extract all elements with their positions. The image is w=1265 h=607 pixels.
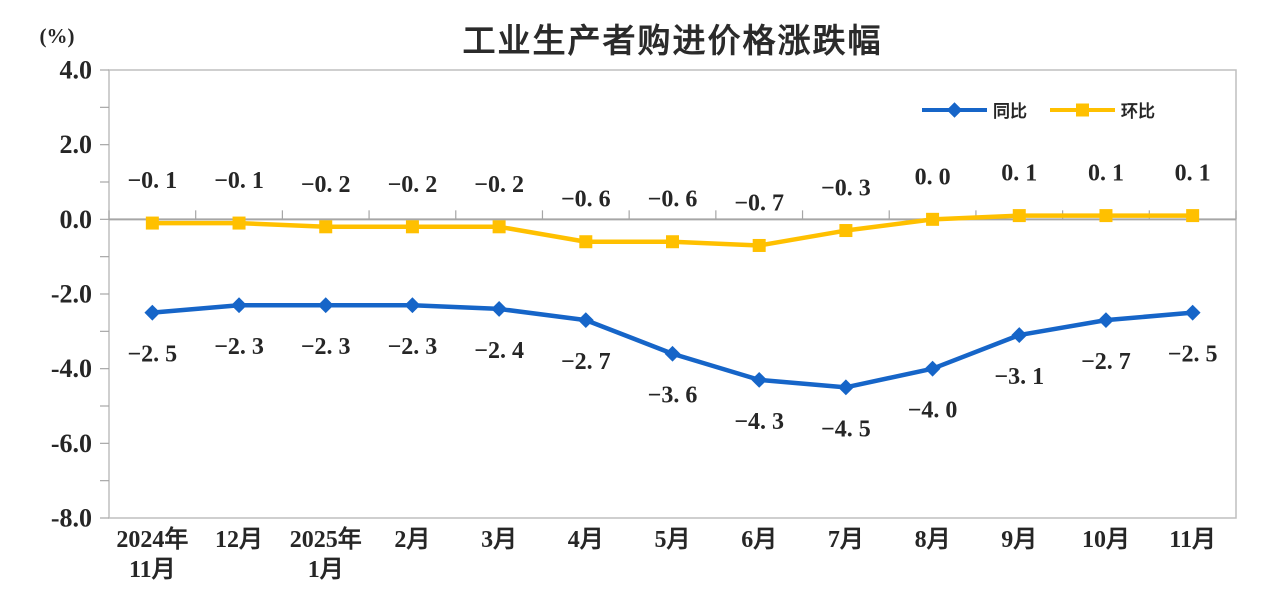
chart-legend: 同比 环比 bbox=[921, 97, 1155, 122]
x-axis-category-label: 6月 bbox=[741, 527, 777, 553]
data-label-环比: −0. 6 bbox=[648, 187, 698, 213]
marker-diamond-同比 bbox=[1011, 327, 1028, 343]
marker-square-环比 bbox=[1012, 209, 1026, 223]
data-label-同比: −2. 3 bbox=[214, 334, 264, 360]
data-label-环比: 0. 1 bbox=[1001, 161, 1037, 187]
legend-label-tongbi: 同比 bbox=[993, 102, 1027, 121]
marker-diamond-同比 bbox=[1184, 304, 1201, 321]
marker-diamond-同比 bbox=[1098, 312, 1114, 329]
data-label-环比: −0. 2 bbox=[301, 172, 351, 198]
marker-square-环比 bbox=[839, 224, 853, 238]
legend-label-huanbi: 环比 bbox=[1121, 102, 1155, 121]
marker-square-环比 bbox=[1099, 209, 1113, 223]
data-label-环比: −0. 1 bbox=[214, 168, 264, 194]
data-label-环比: −0. 3 bbox=[821, 176, 871, 202]
data-label-环比: −0. 7 bbox=[734, 190, 784, 216]
data-label-同比: −2. 5 bbox=[1168, 342, 1218, 368]
marker-square-环比 bbox=[405, 220, 419, 234]
x-axis-category-label: 1月 bbox=[308, 557, 344, 583]
y-axis-tick-label: 2.0 bbox=[60, 130, 93, 159]
data-label-环比: −0. 2 bbox=[388, 172, 438, 198]
marker-square-环比 bbox=[319, 220, 333, 234]
marker-diamond-同比 bbox=[144, 304, 161, 321]
x-axis-category-label: 2024年 bbox=[116, 525, 188, 553]
data-label-环比: 0. 1 bbox=[1175, 161, 1211, 187]
data-label-环比: −0. 2 bbox=[474, 172, 524, 198]
x-axis-category-label: 7月 bbox=[828, 527, 864, 553]
x-axis-category-label: 8月 bbox=[915, 527, 951, 553]
data-label-同比: −4. 3 bbox=[734, 409, 784, 435]
data-label-同比: −2. 3 bbox=[388, 334, 438, 360]
marker-diamond-同比 bbox=[491, 301, 508, 317]
data-label-同比: −4. 0 bbox=[908, 398, 958, 424]
y-axis-tick-label: 4.0 bbox=[60, 56, 93, 85]
data-label-同比: −2. 4 bbox=[474, 338, 524, 364]
data-label-环比: 0. 0 bbox=[915, 164, 951, 190]
x-axis-category-label: 2025年 bbox=[290, 525, 362, 553]
marker-diamond-同比 bbox=[924, 360, 941, 377]
y-axis-tick-label: -8.0 bbox=[51, 504, 92, 533]
marker-square-环比 bbox=[232, 216, 246, 230]
x-axis-category-label: 12月 bbox=[215, 527, 263, 553]
legend-item-tongbi: 同比 bbox=[921, 97, 1027, 122]
data-label-环比: 0. 1 bbox=[1088, 161, 1124, 187]
huanbi-line-square-icon bbox=[1050, 103, 1115, 116]
data-label-同比: −3. 6 bbox=[648, 383, 698, 409]
x-axis-category-label: 9月 bbox=[1001, 527, 1037, 553]
marker-square-环比 bbox=[1186, 209, 1200, 223]
marker-square-环比 bbox=[492, 220, 506, 234]
x-axis-category-label: 2月 bbox=[394, 527, 430, 553]
marker-diamond-同比 bbox=[404, 297, 421, 314]
y-axis-tick-label: -4.0 bbox=[51, 354, 92, 383]
marker-square-环比 bbox=[926, 212, 940, 226]
x-axis-category-label: 11月 bbox=[129, 557, 176, 583]
x-axis-category-label: 5月 bbox=[655, 527, 691, 553]
data-label-同比: −2. 7 bbox=[561, 349, 611, 375]
marker-diamond-同比 bbox=[231, 297, 247, 314]
marker-diamond-同比 bbox=[751, 371, 768, 388]
data-label-同比: −4. 5 bbox=[821, 416, 871, 442]
marker-diamond-同比 bbox=[577, 312, 594, 329]
y-axis-tick-label: -2.0 bbox=[51, 280, 92, 309]
marker-diamond-同比 bbox=[664, 345, 681, 362]
marker-square-环比 bbox=[752, 238, 766, 252]
x-axis-category-label: 4月 bbox=[568, 527, 604, 553]
data-label-同比: −3. 1 bbox=[994, 364, 1044, 390]
y-axis-tick-label: 0.0 bbox=[60, 205, 93, 234]
marker-square-环比 bbox=[579, 235, 593, 249]
data-label-同比: −2. 7 bbox=[1081, 349, 1131, 375]
legend-item-huanbi: 环比 bbox=[1049, 97, 1155, 122]
marker-square-环比 bbox=[666, 235, 679, 249]
marker-diamond-同比 bbox=[317, 297, 334, 314]
x-axis-category-label: 3月 bbox=[481, 527, 517, 553]
tongbi-line-diamond-icon bbox=[922, 101, 987, 118]
data-label-环比: −0. 6 bbox=[561, 187, 611, 213]
y-axis-tick-label: -6.0 bbox=[51, 429, 92, 458]
marker-diamond-同比 bbox=[837, 379, 854, 396]
y-axis-unit-label: (%) bbox=[39, 24, 75, 48]
plot-border bbox=[108, 69, 1237, 519]
marker-square-环比 bbox=[145, 216, 159, 230]
data-label-同比: −2. 5 bbox=[128, 342, 178, 368]
data-label-同比: −2. 3 bbox=[301, 334, 351, 360]
data-label-环比: −0. 1 bbox=[128, 168, 178, 194]
x-axis-category-label: 11月 bbox=[1169, 527, 1216, 553]
chart-title: 工业生产者购进价格涨跌幅 bbox=[462, 22, 883, 59]
x-axis-category-label: 10月 bbox=[1082, 527, 1130, 553]
